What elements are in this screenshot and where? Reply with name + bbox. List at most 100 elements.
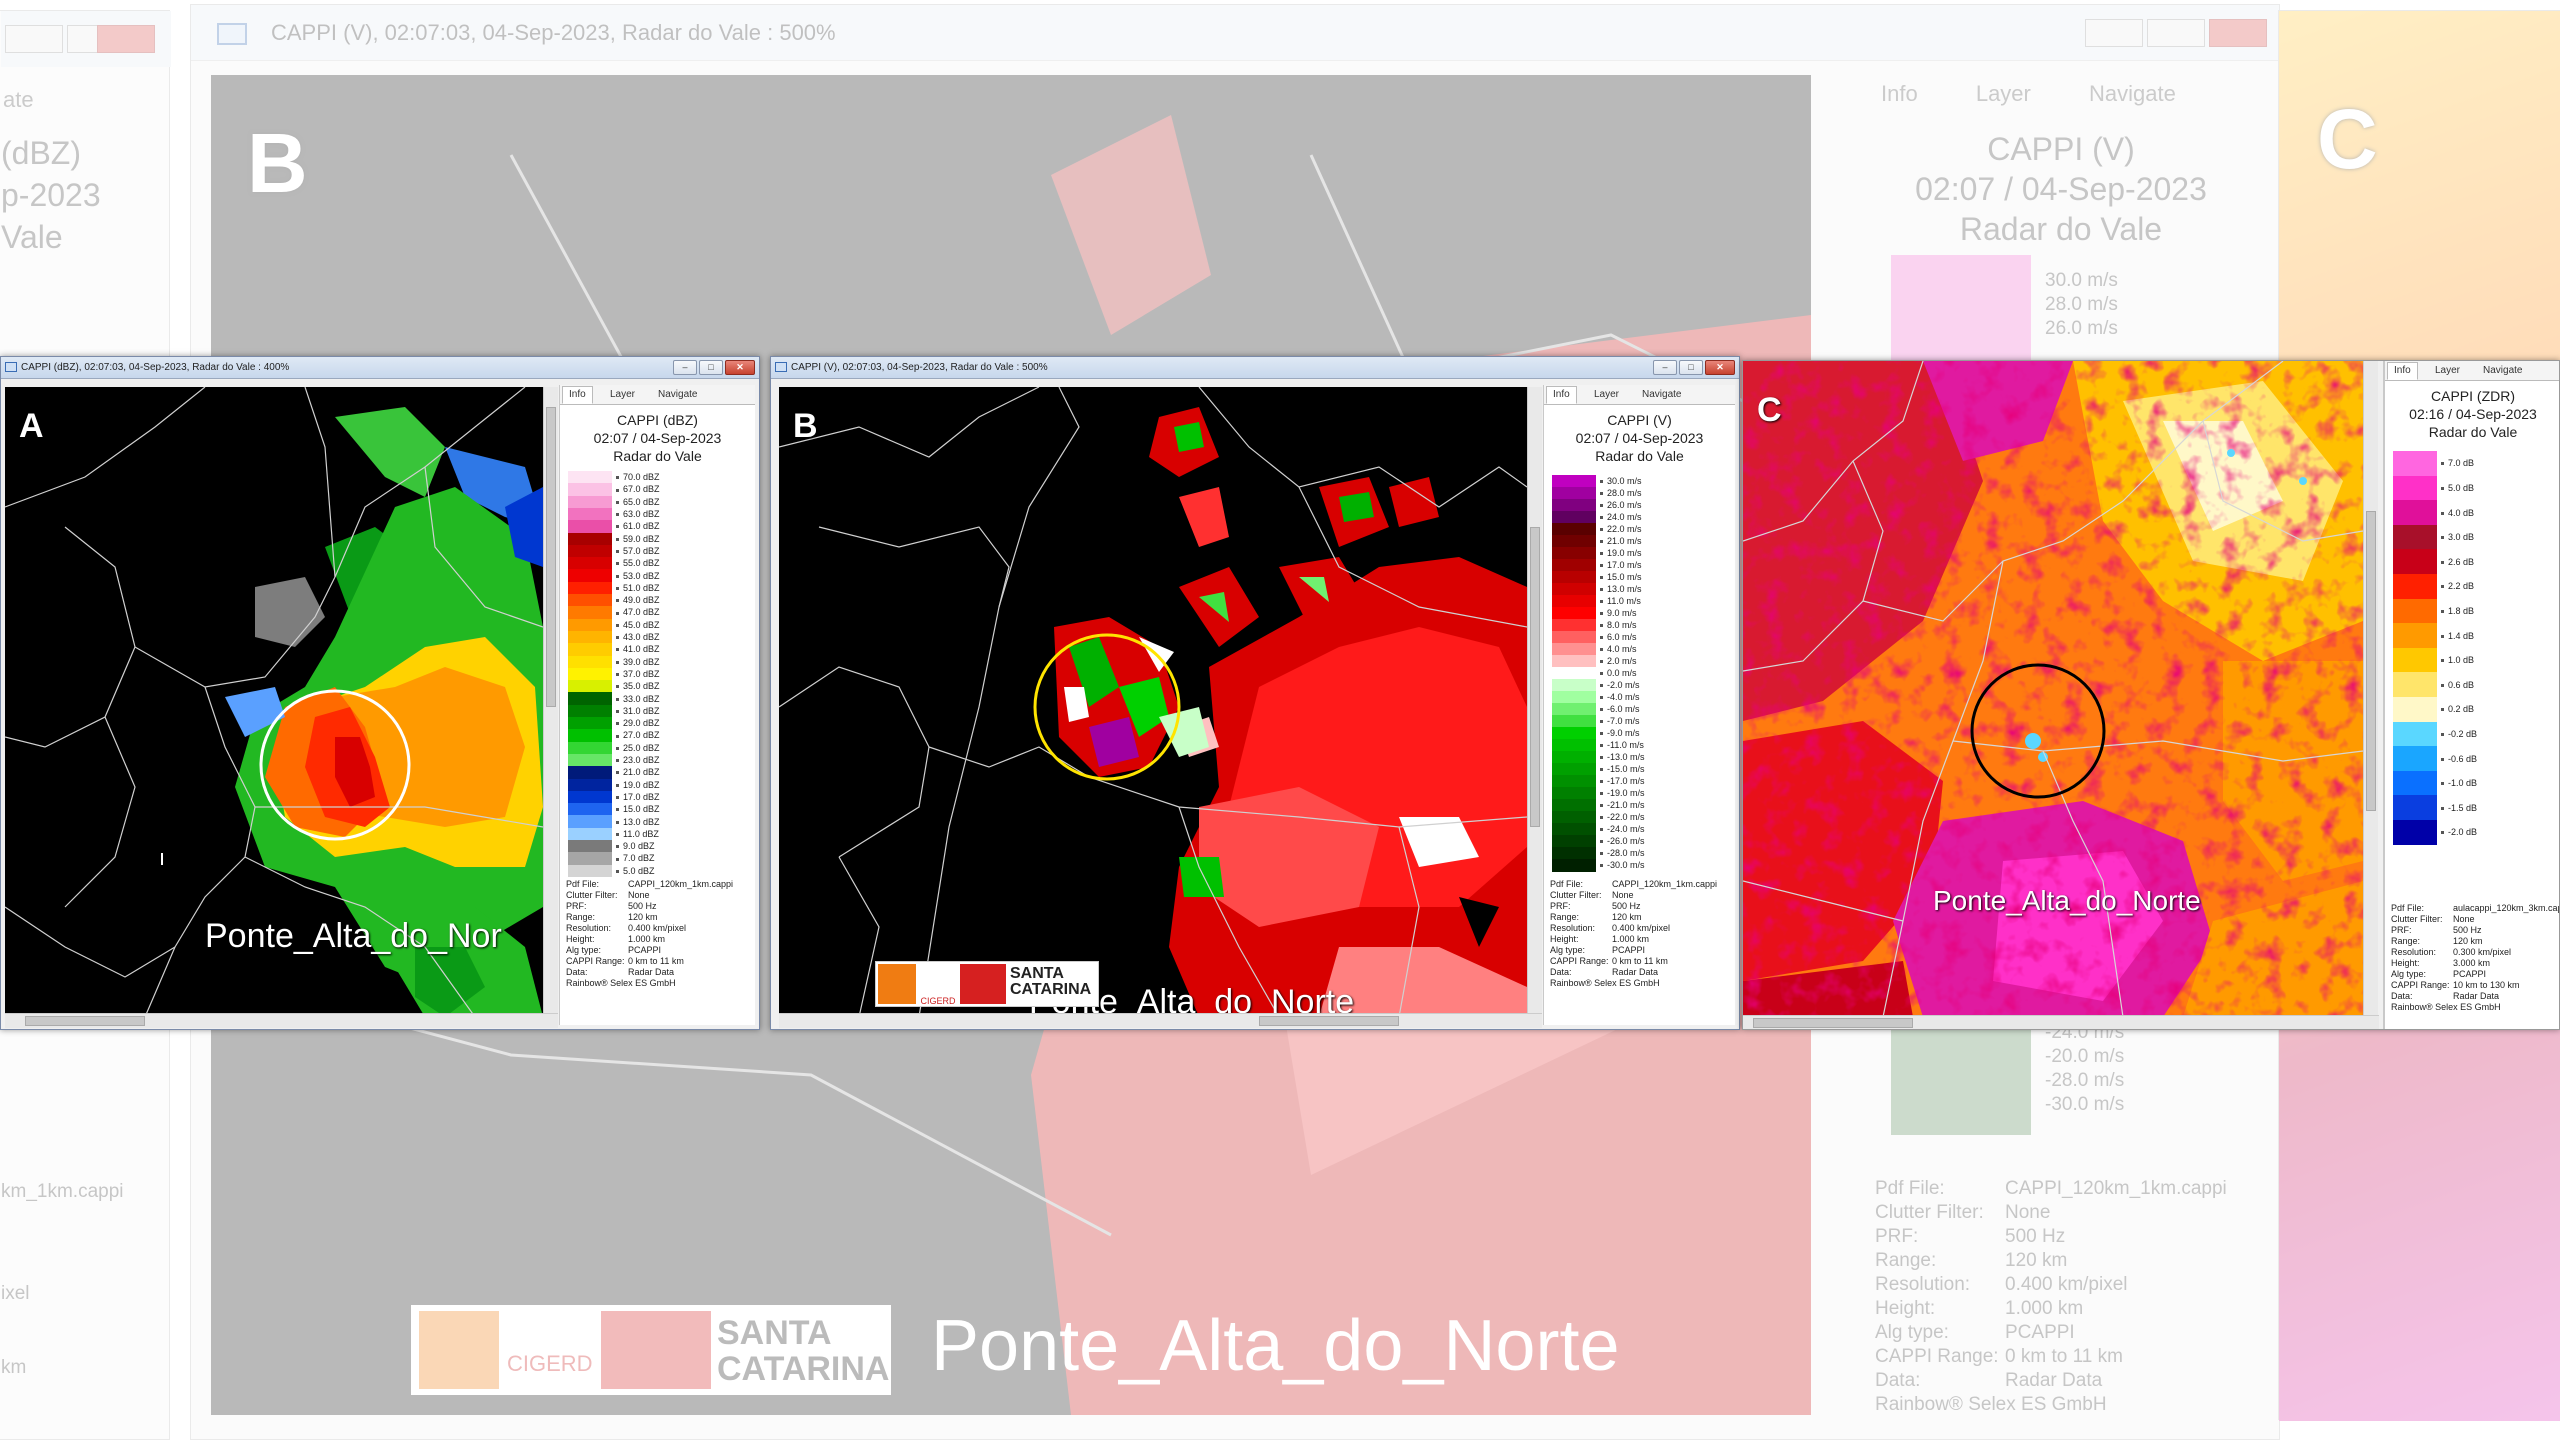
legend-swatch bbox=[2393, 598, 2437, 624]
metadata-value: 0 km to 11 km bbox=[1612, 956, 1668, 966]
legend-label: 17.0 m/s bbox=[1600, 560, 1642, 570]
horizontal-scrollbar[interactable] bbox=[779, 1013, 1542, 1028]
tab-info[interactable]: Info bbox=[1546, 386, 1577, 404]
horizontal-scrollbar[interactable] bbox=[5, 1013, 558, 1028]
metadata-key: CAPPI Range: bbox=[1875, 1346, 1999, 1367]
logo-line: CATARINA bbox=[1010, 981, 1092, 998]
legend-label: -11.0 m/s bbox=[1600, 740, 1644, 750]
bg-panel-title-line: 02:07 / 04-Sep-2023 bbox=[1915, 171, 2207, 207]
metadata-key: Height: bbox=[2391, 958, 2420, 968]
bg-main-maximize-button[interactable] bbox=[2147, 19, 2205, 47]
panel-title-radar: Radar do Vale bbox=[2428, 424, 2518, 440]
legend-label: 2.2 dB bbox=[2441, 581, 2474, 591]
legend-swatch bbox=[2393, 549, 2437, 575]
legend-swatch bbox=[2393, 647, 2437, 673]
scrollbar-thumb[interactable] bbox=[1530, 527, 1540, 827]
metadata-value: 3.000 km bbox=[2453, 958, 2491, 968]
legend-label: 2.6 dB bbox=[2441, 557, 2474, 567]
legend-label: -1.0 dB bbox=[2441, 778, 2477, 788]
bg-metadata: Pdf File: CAPPI_120km_1km.cappi Clutter Fi… bbox=[1875, 1177, 2227, 1417]
tab-layer[interactable]: Layer bbox=[2435, 365, 2461, 376]
titlebar[interactable]: CAPPI (dBZ), 02:07:03, 04-Sep-2023, Rada… bbox=[1, 357, 759, 379]
scrollbar-thumb[interactable] bbox=[1259, 1016, 1399, 1026]
metadata-block: Pdf File: aulacappi_120km_3km.cappi Clutte… bbox=[2391, 903, 2559, 1013]
maximize-button[interactable]: □ bbox=[1679, 360, 1703, 375]
metadata-row: Clutter Filter: None bbox=[2391, 914, 2559, 925]
metadata-row: Height: 3.000 km bbox=[2391, 958, 2559, 969]
metadata-row: Resolution: 0.400 km/pixel bbox=[566, 923, 733, 934]
legend-swatch bbox=[1552, 691, 1596, 704]
legend-label: 13.0 dBZ bbox=[616, 817, 660, 827]
metadata-row: Height: 1.000 km bbox=[1875, 1297, 2227, 1321]
bg-main-minimize-button[interactable] bbox=[2085, 19, 2143, 47]
tab-navigate[interactable]: Navigate bbox=[1642, 389, 1682, 400]
panel-title-product: CAPPI (V) bbox=[1607, 412, 1672, 428]
metadata-key: CAPPI Range: bbox=[566, 956, 625, 966]
legend-label: 11.0 dBZ bbox=[616, 829, 659, 839]
metadata-value: 10 km to 130 km bbox=[2453, 980, 2520, 990]
tab-navigate[interactable]: Navigate bbox=[2483, 365, 2523, 376]
legend-label: 19.0 dBZ bbox=[616, 780, 660, 790]
metadata-key: Data: bbox=[1550, 967, 1572, 977]
legend-swatch bbox=[568, 532, 612, 546]
metadata-key: CAPPI Range: bbox=[2391, 980, 2450, 990]
radar-map[interactable]: A Ponte_Alta_do_Nor bbox=[5, 387, 543, 1017]
legend-swatch bbox=[568, 790, 612, 804]
radar-map[interactable]: B Ponte_Alta_do_Norte CIGERD SANTA CATAR… bbox=[779, 387, 1527, 1017]
metadata-row: Pdf File: CAPPI_120km_1km.cappi bbox=[1875, 1177, 2227, 1201]
legend-swatch bbox=[2393, 500, 2437, 526]
metadata-row: Alg type: PCAPPI bbox=[566, 945, 733, 956]
metadata-value: CAPPI_120km_1km.cappi bbox=[2005, 1178, 2227, 1199]
vertical-scrollbar[interactable] bbox=[1527, 387, 1542, 1017]
tab-layer[interactable]: Layer bbox=[610, 389, 636, 400]
legend-swatch bbox=[1552, 679, 1596, 692]
bg-tab-layer[interactable]: Layer bbox=[1975, 81, 2031, 106]
tab-info[interactable]: Info bbox=[2387, 362, 2418, 380]
metadata-row: Clutter Filter: None bbox=[566, 890, 733, 901]
legend-label: 26.0 m/s bbox=[1600, 500, 1642, 510]
close-button[interactable]: ✕ bbox=[725, 360, 755, 375]
metadata-row: PRF: 500 Hz bbox=[566, 901, 733, 912]
tab-navigate[interactable]: Navigate bbox=[658, 389, 698, 400]
legend-label: 3.0 dB bbox=[2441, 532, 2474, 542]
radar-map[interactable]: C Ponte_Alta_do_Norte bbox=[1743, 361, 2363, 1017]
legend-label: 61.0 dBZ bbox=[616, 521, 660, 531]
vertical-scrollbar[interactable] bbox=[543, 387, 558, 1017]
tab-layer[interactable]: Layer bbox=[1594, 389, 1620, 400]
legend-label: 27.0 dBZ bbox=[616, 730, 660, 740]
panel-letter: A bbox=[19, 407, 44, 445]
legend-swatch bbox=[568, 815, 612, 829]
bg-tab-navigate[interactable]: Navigate bbox=[2089, 81, 2176, 106]
highlight-circle bbox=[1970, 663, 2106, 799]
legend-label: 9.0 dBZ bbox=[616, 841, 655, 851]
bg-left-close-button[interactable] bbox=[97, 25, 155, 53]
legend-label: 59.0 dBZ bbox=[616, 534, 660, 544]
close-button[interactable]: ✕ bbox=[1705, 360, 1735, 375]
bg-left-maximize-button[interactable] bbox=[67, 25, 125, 53]
metadata-value: 120 km bbox=[2453, 936, 2483, 946]
bg-tab-info[interactable]: Info bbox=[1881, 81, 1918, 106]
horizontal-scrollbar[interactable] bbox=[1743, 1015, 2379, 1029]
scrollbar-thumb[interactable] bbox=[1753, 1018, 1913, 1028]
legend-label: -17.0 m/s bbox=[1600, 776, 1645, 786]
bg-legend-label: -20.0 m/s bbox=[2045, 1046, 2125, 1067]
scrollbar-thumb[interactable] bbox=[25, 1016, 145, 1026]
legend-label: 21.0 dBZ bbox=[616, 767, 660, 777]
scrollbar-thumb[interactable] bbox=[2366, 511, 2376, 811]
maximize-button[interactable]: □ bbox=[699, 360, 723, 375]
minimize-button[interactable]: – bbox=[1653, 360, 1677, 375]
bg-left-minimize-button[interactable] bbox=[5, 25, 63, 53]
scrollbar-thumb[interactable] bbox=[546, 407, 556, 707]
titlebar[interactable]: CAPPI (V), 02:07:03, 04-Sep-2023, Radar … bbox=[771, 357, 1739, 379]
minimize-button[interactable]: – bbox=[673, 360, 697, 375]
vertical-scrollbar[interactable] bbox=[2363, 361, 2378, 1017]
legend-label: 5.0 dBZ bbox=[616, 866, 655, 876]
bg-legend-bottom: -24.0 m/s -20.0 m/s -28.0 m/s -30.0 m/s bbox=[2045, 1021, 2124, 1117]
legend-label: -7.0 m/s bbox=[1600, 716, 1640, 726]
bg-place-name: Ponte_Alta_do_Norte bbox=[931, 1306, 1620, 1386]
tab-info[interactable]: Info bbox=[562, 386, 593, 404]
bg-main-close-button[interactable] bbox=[2209, 19, 2267, 47]
legend-label: 65.0 dBZ bbox=[616, 497, 660, 507]
legend-swatch bbox=[568, 606, 612, 620]
bg-legend-label: -30.0 m/s bbox=[2045, 1094, 2125, 1115]
